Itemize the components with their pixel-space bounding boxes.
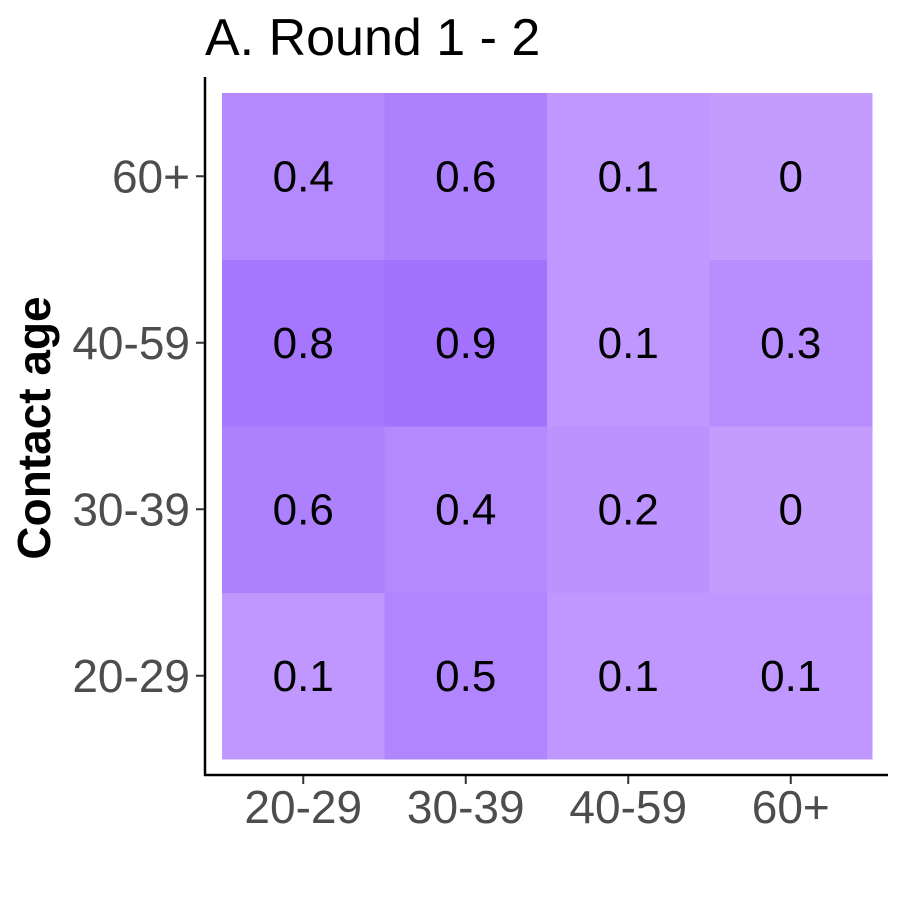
- cell-value-label: 0.4: [435, 485, 496, 534]
- cell-value-label: 0: [779, 152, 803, 201]
- heatmap-cell: [709, 259, 873, 427]
- heatmap-cell: [384, 93, 548, 260]
- x-tick-label: 60+: [752, 781, 830, 833]
- heatmap-cell: [547, 426, 710, 593]
- cell-value-label: 0.1: [598, 319, 659, 368]
- x-axis-ticks: 20-29 30-39 40-59 60+: [244, 776, 830, 833]
- y-tick-label: 20-29: [72, 650, 190, 702]
- x-tick-label: 40-59: [569, 781, 687, 833]
- heatmap-cell: [384, 426, 548, 593]
- heatmap-cell: [547, 592, 710, 760]
- y-axis-ticks: 20-29 30-39 40-59 60+: [72, 150, 204, 702]
- cell-value-label: 0.5: [435, 652, 496, 701]
- y-tick-label: 40-59: [72, 317, 190, 369]
- y-axis-label: Contact age: [8, 296, 60, 559]
- cell-value-label: 0.9: [435, 319, 496, 368]
- heatmap-cell-labels: 0.1 0.5 0.1 0.1 0.6 0.4 0.2 0 0.8 0.9 0.1 0.3 0.4 0.6…: [273, 152, 822, 701]
- x-tick-label: 30-39: [407, 781, 525, 833]
- heatmap-cells: [222, 93, 873, 760]
- cell-value-label: 0.8: [273, 319, 334, 368]
- heatmap-cell: [222, 259, 385, 427]
- cell-value-label: 0.1: [760, 652, 821, 701]
- cell-value-label: 0.1: [598, 152, 659, 201]
- cell-value-label: 0: [779, 485, 803, 534]
- y-tick-label: 60+: [112, 150, 190, 202]
- heatmap-cell: [709, 93, 873, 260]
- heatmap-cell: [709, 592, 873, 760]
- cell-value-label: 0.6: [435, 152, 496, 201]
- heatmap-cell: [384, 259, 548, 427]
- cell-value-label: 0.4: [273, 152, 334, 201]
- cell-value-label: 0.1: [273, 652, 334, 701]
- heatmap-cell: [222, 592, 385, 760]
- x-tick-label: 20-29: [244, 781, 362, 833]
- y-tick-label: 30-39: [72, 483, 190, 535]
- heatmap-cell: [222, 93, 385, 260]
- chart-title: A. Round 1 - 2: [205, 9, 540, 67]
- heatmap-cell: [222, 426, 385, 593]
- heatmap-cell: [384, 592, 548, 760]
- heatmap-cell: [709, 426, 873, 593]
- cell-value-label: 0.1: [598, 652, 659, 701]
- heatmap-cell: [547, 93, 710, 260]
- cell-value-label: 0.2: [598, 485, 659, 534]
- heatmap-cell: [547, 259, 710, 427]
- cell-value-label: 0.3: [760, 319, 821, 368]
- cell-value-label: 0.6: [273, 485, 334, 534]
